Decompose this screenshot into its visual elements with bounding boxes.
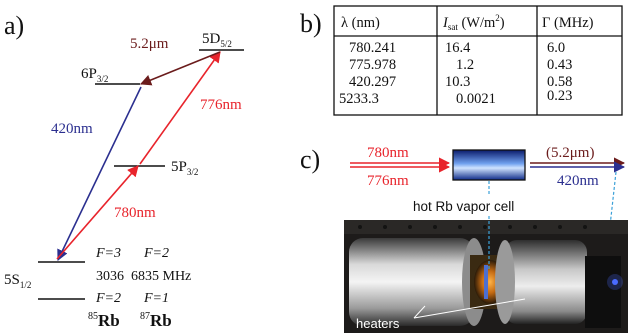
panel-label-c: c): [300, 145, 320, 174]
label-out-5-2um: (5.2μm): [546, 145, 594, 161]
table-header-wavelength: λ (nm): [341, 15, 380, 31]
isotope-rb85: 85Rb: [88, 311, 120, 330]
label-heaters: heaters: [356, 316, 400, 331]
arrow-420nm: [57, 86, 142, 262]
level-label-5p32: 5P3/2: [171, 159, 198, 177]
hf-f2-85: F=2: [95, 291, 121, 306]
table-cell-r1-c2: 0.43: [547, 57, 572, 73]
table-header-saturation: Isat (W/m2): [442, 13, 505, 32]
apparatus-photo: [344, 220, 628, 333]
isotope-rb87: 87Rb: [140, 311, 172, 330]
table-header-linewidth: Γ (MHz): [542, 15, 594, 31]
panel-label-b: b): [300, 9, 322, 38]
label-out-420nm: 420nm: [557, 173, 599, 189]
hf-splittings: 3036 6835 MHz: [96, 269, 191, 284]
level-label-5d52: 5D5/2: [202, 31, 232, 49]
table-cell-r3-c1: 0.0021: [456, 91, 496, 107]
arrow-776nm: [139, 51, 221, 165]
hf-f2-87: F=2: [143, 246, 169, 261]
label-420nm: 420nm: [51, 121, 93, 137]
table-cell-r2-c2: 0.58: [547, 74, 572, 90]
arrow-780nm: [56, 165, 139, 260]
properties-table: λ (nm) Isat (W/m2) Γ (MHz) 780.241 16.4 …: [333, 5, 623, 116]
table-cell-r3-c0: 5233.3: [339, 91, 379, 107]
table-cell-r0-c0: 780.241: [349, 40, 396, 56]
label-in-776nm: 776nm: [367, 173, 409, 189]
table-cell-r2-c1: 10.3: [445, 74, 470, 90]
arrow-5-2um: [139, 51, 221, 86]
label-780nm: 780nm: [114, 205, 156, 221]
level-label-6p32: 6P3/2: [81, 66, 108, 84]
table-cell-r2-c0: 420.297: [349, 74, 396, 90]
label-in-780nm: 780nm: [367, 145, 409, 161]
level-label-5s12: 5S1/2: [4, 272, 31, 290]
table-cell-r3-c2: 0.23: [547, 88, 572, 104]
table-cell-r1-c0: 775.978: [349, 57, 396, 73]
label-5-2um: 5.2μm: [130, 36, 169, 52]
table-cell-r0-c1: 16.4: [445, 40, 471, 56]
label-hot-cell: hot Rb vapor cell: [413, 199, 514, 214]
label-776nm: 776nm: [200, 97, 242, 113]
panel-label-a: a): [4, 11, 24, 40]
hf-f3: F=3: [95, 246, 121, 261]
table-cell-r0-c2: 6.0: [547, 40, 565, 56]
hf-f1: F=1: [143, 291, 169, 306]
vapor-cell: [452, 149, 526, 181]
table-cell-r1-c1: 1.2: [456, 57, 474, 73]
